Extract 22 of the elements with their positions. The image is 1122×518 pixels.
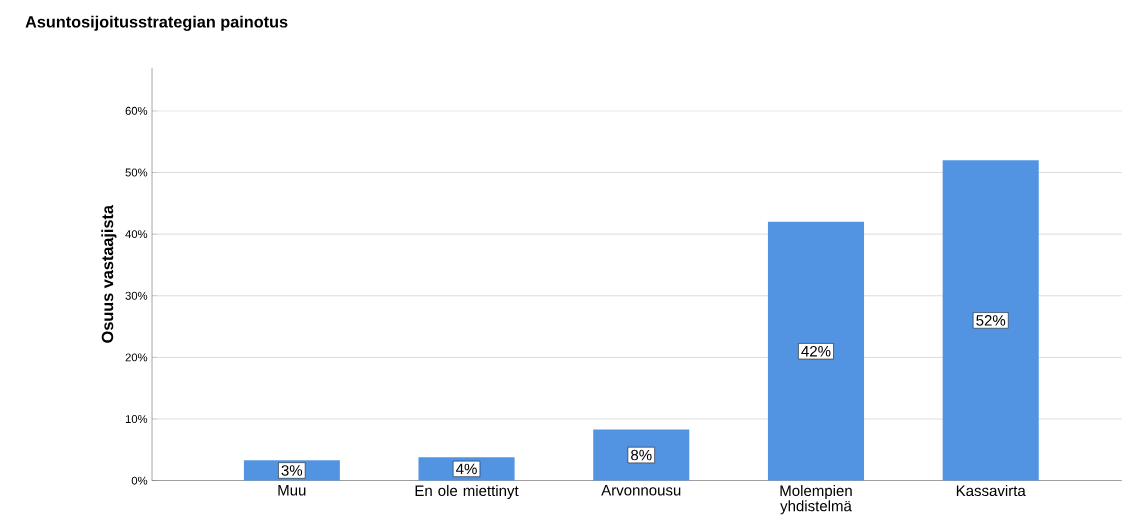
data-label: 4% — [456, 463, 477, 474]
x-tick-label: Kassavirta — [956, 484, 1026, 496]
data-label: 42% — [801, 345, 831, 357]
bar — [767, 221, 865, 481]
x-tick-label: Molempien yhdistelmä — [780, 484, 852, 515]
y-tick-label: 50% — [125, 168, 148, 177]
y-tick-label: 60% — [125, 106, 148, 115]
chart-title: Asuntosijoitusstrategian painotus — [25, 15, 288, 31]
bar — [593, 429, 690, 481]
data-label: 8% — [631, 449, 652, 461]
y-axis-title: Osuus vastaajista — [101, 204, 117, 343]
data-label: 52% — [976, 314, 1006, 326]
x-tick-label: Muu — [278, 484, 306, 496]
x-tick-label: Arvonnousu — [601, 484, 681, 496]
y-tick-label: 10% — [125, 414, 148, 423]
y-tick-label: 0% — [131, 476, 148, 485]
y-tick-label: 20% — [125, 353, 148, 362]
bar — [942, 159, 1039, 481]
data-label: 3% — [281, 464, 303, 476]
y-tick-label: 40% — [125, 229, 148, 238]
y-tick-label: 30% — [125, 291, 148, 300]
x-tick-label: En ole miettinyt — [415, 484, 519, 499]
